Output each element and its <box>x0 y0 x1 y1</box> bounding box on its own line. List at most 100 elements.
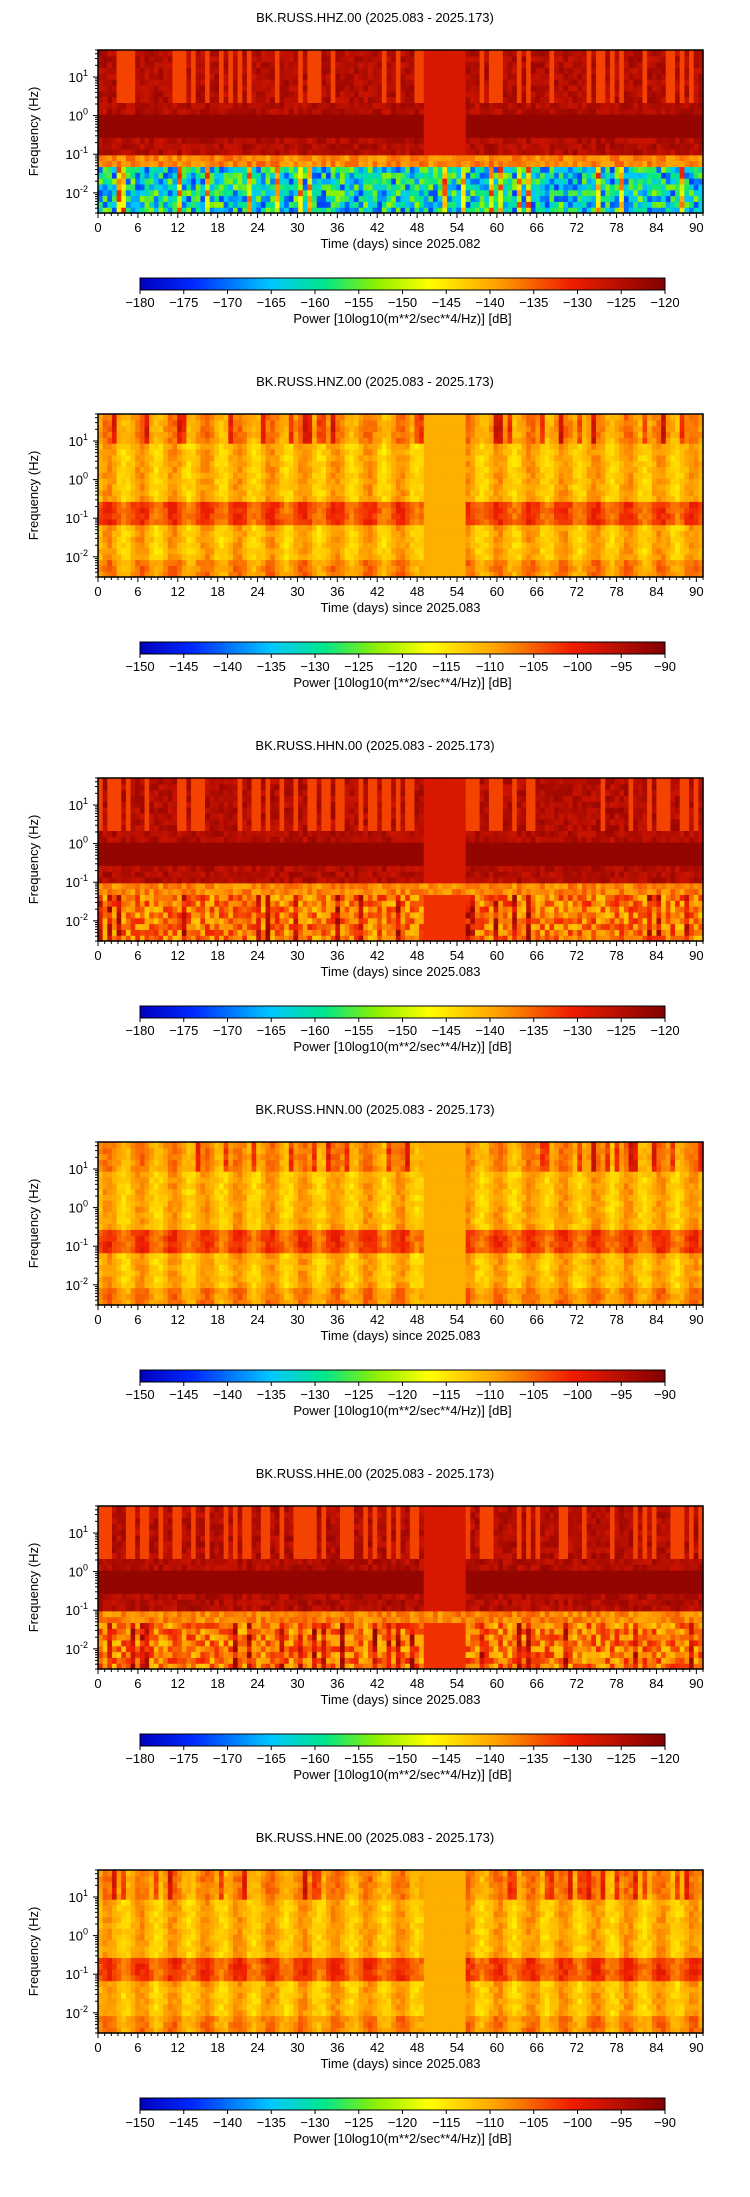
heatmap-cell <box>153 90 160 98</box>
heatmap-cell <box>139 90 146 98</box>
heatmap-cell <box>242 571 248 578</box>
heatmap-cell <box>335 154 341 162</box>
heatmap-cell <box>200 448 206 456</box>
heatmap-cell <box>200 114 206 121</box>
heatmap-cell <box>428 172 434 179</box>
heatmap-cell <box>307 73 313 80</box>
heatmap-cell <box>270 419 276 427</box>
heatmap-cell <box>544 131 551 138</box>
heatmap-cell <box>98 137 104 144</box>
heatmap-cell <box>693 160 699 168</box>
heatmap-cell <box>181 67 188 74</box>
heatmap-cell <box>572 166 578 173</box>
heatmap-cell <box>330 160 336 168</box>
heatmap-cell <box>349 79 355 86</box>
heatmap-cell <box>256 414 262 421</box>
heatmap-cell <box>181 460 188 467</box>
chart-title: BK.RUSS.HNZ.00 (2025.083 - 2025.173) <box>0 374 750 389</box>
heatmap-cell <box>186 454 192 462</box>
heatmap-cell <box>144 55 150 63</box>
heatmap-cell <box>274 195 281 202</box>
heatmap-cell <box>628 61 634 69</box>
heatmap-cell <box>242 137 248 144</box>
heatmap-cell <box>600 183 606 191</box>
heatmap-cell <box>642 61 648 69</box>
heatmap-cell <box>223 542 229 549</box>
heatmap-cell <box>647 108 653 115</box>
heatmap-cell <box>232 443 239 450</box>
heatmap-cell <box>237 536 243 543</box>
heatmap-cell <box>679 183 685 191</box>
heatmap-cell <box>200 55 206 63</box>
colorbar-tick-label: −125 <box>607 295 636 310</box>
heatmap-cell <box>363 84 369 92</box>
heatmap-cell <box>279 571 285 578</box>
heatmap-cell <box>498 172 504 179</box>
heatmap-cell <box>177 454 183 462</box>
heatmap-cell <box>163 50 169 57</box>
heatmap-cell <box>121 61 127 69</box>
heatmap-cell <box>530 148 537 156</box>
heatmap-cell <box>232 183 239 191</box>
heatmap-cell <box>98 195 104 202</box>
heatmap-cell <box>209 542 215 549</box>
heatmap-cell <box>586 178 592 185</box>
heatmap-cell <box>163 507 169 514</box>
heatmap-cell <box>665 102 672 109</box>
heatmap-cell <box>214 437 220 444</box>
heatmap-cell <box>172 536 178 543</box>
heatmap-cell <box>228 512 234 520</box>
heatmap-cell <box>372 79 378 86</box>
heatmap-cell <box>256 102 262 109</box>
heatmap-cell <box>149 131 155 138</box>
heatmap-cell <box>344 183 350 191</box>
heatmap-cell <box>484 55 490 63</box>
colorbar-tick-label: −165 <box>257 295 286 310</box>
heatmap-cell <box>670 178 676 185</box>
heatmap-cell <box>191 437 197 444</box>
heatmap-cell <box>568 67 574 74</box>
heatmap-cell <box>326 114 332 121</box>
heatmap-cell <box>121 108 127 115</box>
heatmap-cell <box>512 90 518 98</box>
heatmap-cell <box>195 425 201 433</box>
heatmap-cell <box>125 61 132 69</box>
heatmap-cell <box>316 143 322 150</box>
heatmap-cell <box>302 148 309 156</box>
heatmap-cell <box>167 437 174 444</box>
heatmap-cell <box>335 143 341 150</box>
heatmap-cell <box>484 125 490 133</box>
heatmap-cell <box>461 108 467 115</box>
heatmap-cell <box>461 102 467 109</box>
heatmap-cell <box>395 195 402 202</box>
heatmap-cell <box>363 183 369 191</box>
heatmap-cell <box>568 125 574 133</box>
heatmap-cell <box>288 166 295 173</box>
heatmap-cell <box>135 102 141 109</box>
heatmap-cell <box>442 102 448 109</box>
heatmap-cell <box>377 125 383 133</box>
y-tick-label: 10-1 <box>66 145 88 162</box>
heatmap-cell <box>479 73 485 80</box>
heatmap-cell <box>265 79 271 86</box>
heatmap-cell <box>372 154 378 162</box>
heatmap-cell <box>246 431 253 438</box>
heatmap-cell <box>265 431 271 438</box>
heatmap-cell <box>237 512 243 520</box>
heatmap-cell <box>344 55 350 63</box>
heatmap-cell <box>144 507 150 514</box>
heatmap-cell <box>251 172 257 179</box>
heatmap-cell <box>111 50 118 57</box>
heatmap-cell <box>670 50 676 57</box>
heatmap-cell <box>158 84 164 92</box>
heatmap-cell <box>158 524 164 532</box>
heatmap-cell <box>470 189 476 197</box>
heatmap-cell <box>554 195 560 202</box>
heatmap-cell <box>484 61 490 69</box>
heatmap-cell <box>540 55 546 63</box>
heatmap-cell <box>98 466 104 473</box>
heatmap-cell <box>488 195 495 202</box>
heatmap-cell <box>200 437 206 444</box>
x-tick-label: 36 <box>330 220 344 235</box>
heatmap-cell <box>423 154 430 162</box>
